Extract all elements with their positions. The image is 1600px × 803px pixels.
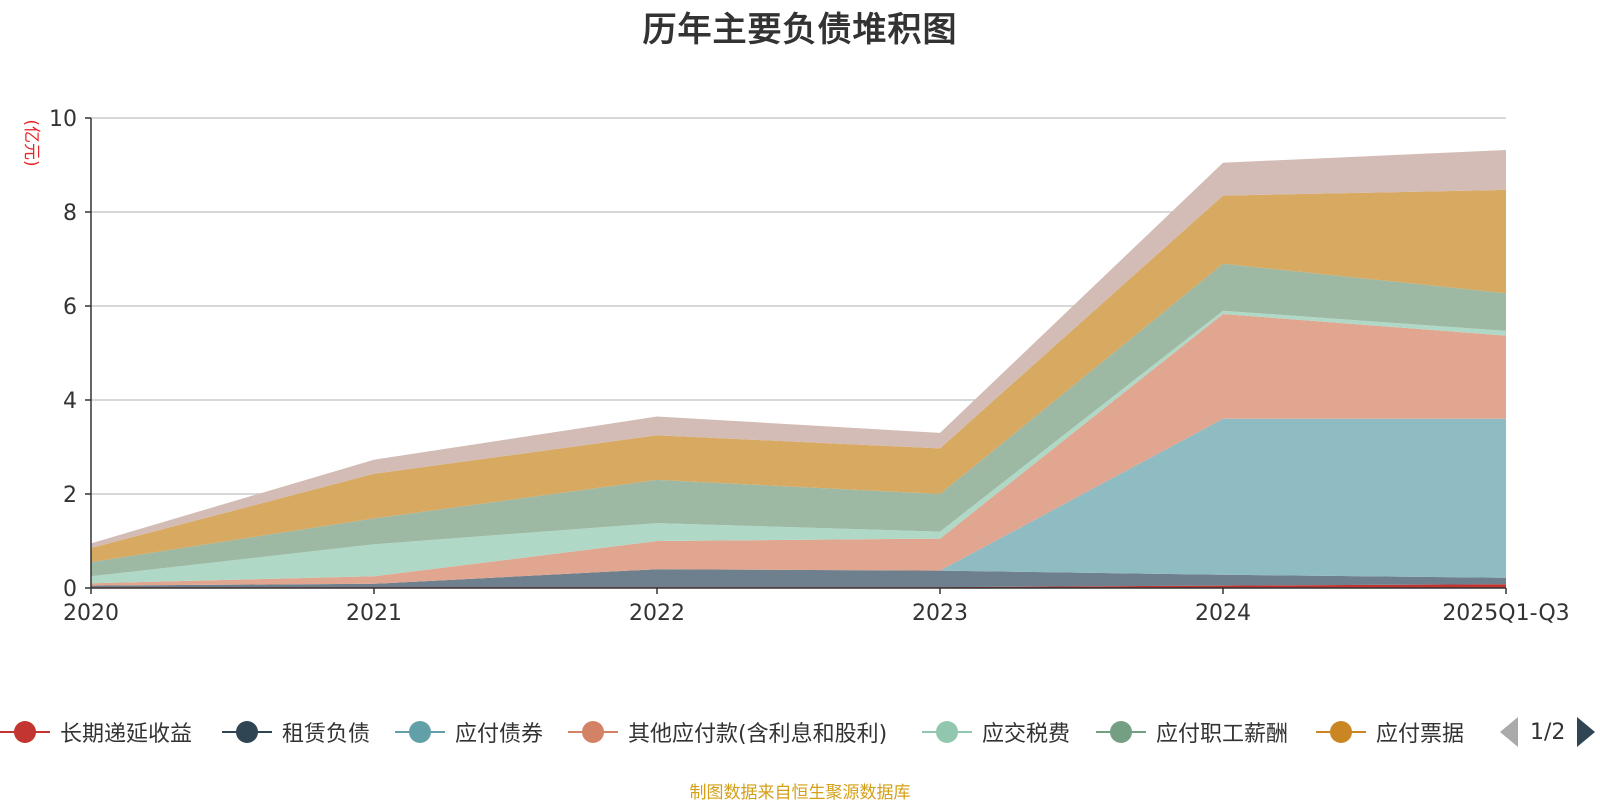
y-tick-label: 8 <box>63 201 77 226</box>
legend-label: 应付职工薪酬 <box>1156 722 1289 747</box>
area-series-6[interactable] <box>91 189 1506 563</box>
x-tick-label: 2024 <box>1195 601 1251 626</box>
legend-marker-icon <box>222 712 272 752</box>
y-ticks: 0 2 4 6 8 10 <box>49 107 91 602</box>
y-axis-unit-label: (亿元) <box>21 119 41 166</box>
area-series-2[interactable] <box>91 418 1506 586</box>
area-series-3[interactable] <box>91 314 1506 586</box>
source-note: 制图数据来自恒生聚源数据库 <box>689 783 911 803</box>
axes <box>90 118 1506 589</box>
chart-area: 0 2 4 6 8 10 2020 2021 2022 2023 2024 2025Q1-Q3 (亿… <box>21 107 1570 626</box>
legend-marker-icon <box>1096 712 1146 752</box>
area-series-0[interactable] <box>91 584 1506 588</box>
legend: 长期递延收益 租赁负债 应付债券 其他应付款(含利息和股利) 应交税费 应付职工薪酬 应付票… <box>0 712 1600 752</box>
legend-item[interactable]: 应付票据 <box>1316 712 1464 752</box>
legend-page-indicator: 1/2 <box>1530 719 1566 745</box>
legend-label: 其他应付款(含利息和股利) <box>628 722 888 747</box>
legend-marker-icon <box>922 712 972 752</box>
stacked-areas <box>91 150 1506 588</box>
legend-next-page-button[interactable] <box>1577 717 1596 747</box>
y-tick-label: 4 <box>63 389 77 414</box>
legend-item[interactable]: 应付职工薪酬 <box>1096 712 1288 752</box>
legend-marker-icon <box>395 712 445 752</box>
legend-items: 长期递延收益 租赁负债 应付债券 其他应付款(含利息和股利) 应交税费 应付职工薪酬 应付票… <box>0 712 1482 752</box>
x-tick-label: 2020 <box>63 601 119 626</box>
x-ticks: 2020 2021 2022 2023 2024 2025Q1-Q3 <box>63 588 1570 626</box>
x-tick-label: 2023 <box>912 601 968 626</box>
chart-title: 历年主要负债堆积图 <box>642 10 958 50</box>
legend-item[interactable]: 租赁负债 <box>222 712 370 752</box>
y-tick-label: 0 <box>63 577 77 602</box>
legend-prev-page-button[interactable] <box>1500 717 1518 747</box>
legend-marker-icon <box>568 712 618 752</box>
y-tick-label: 10 <box>49 107 77 132</box>
area-series-4[interactable] <box>91 310 1506 584</box>
legend-label: 应交税费 <box>982 722 1071 747</box>
legend-item[interactable]: 长期递延收益 <box>0 712 192 752</box>
legend-label: 应付票据 <box>1376 722 1465 747</box>
area-series-1[interactable] <box>91 569 1506 588</box>
y-tick-label: 2 <box>63 483 77 508</box>
legend-pager: 1/2 <box>1500 712 1596 752</box>
legend-item[interactable]: 其他应付款(含利息和股利) <box>568 712 887 752</box>
area-series-7[interactable] <box>91 150 1506 548</box>
legend-label: 应付债券 <box>455 722 544 747</box>
legend-item[interactable]: 应付债券 <box>395 712 543 752</box>
area-series-5[interactable] <box>91 263 1506 577</box>
x-tick-label: 2021 <box>346 601 402 626</box>
y-tick-label: 6 <box>63 295 77 320</box>
x-tick-label: 2025Q1-Q3 <box>1442 601 1569 626</box>
x-tick-label: 2022 <box>629 601 685 626</box>
legend-item[interactable]: 应交税费 <box>922 712 1070 752</box>
legend-label: 租赁负债 <box>282 722 371 747</box>
legend-marker-icon <box>1316 712 1366 752</box>
legend-marker-icon <box>0 712 50 752</box>
legend-label: 长期递延收益 <box>60 722 193 747</box>
